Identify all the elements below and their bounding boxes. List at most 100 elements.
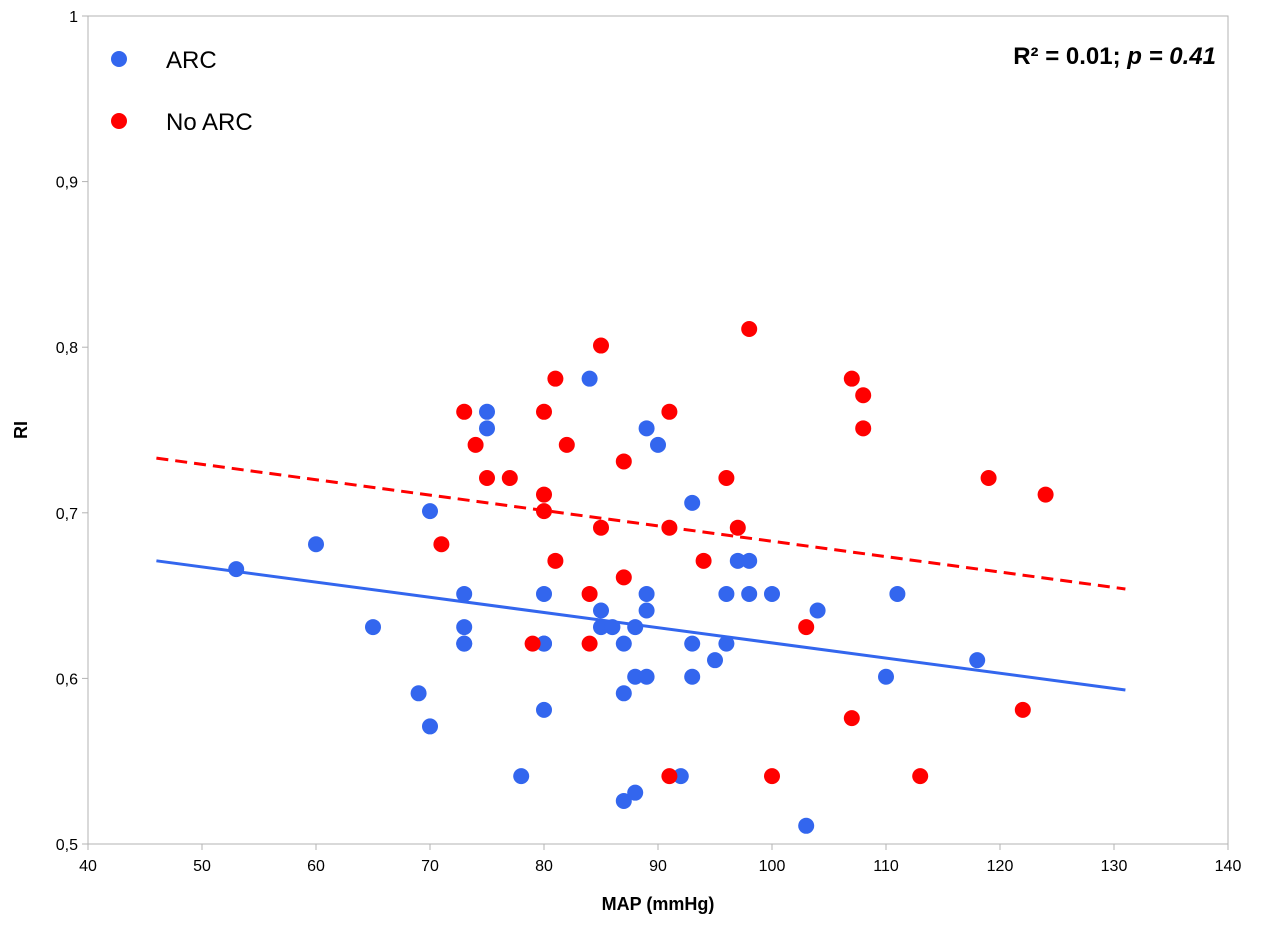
data-point-arc (650, 436, 666, 453)
data-point-no-arc (741, 320, 758, 337)
data-point-no-arc (456, 403, 473, 420)
data-point-arc (741, 585, 758, 602)
data-point-no-arc (729, 519, 746, 536)
data-point-no-arc (855, 420, 872, 437)
data-point-arc (228, 561, 245, 578)
data-point-arc (638, 585, 655, 602)
data-point-no-arc (558, 436, 575, 453)
x-tick-label: 140 (1215, 858, 1242, 875)
data-point-no-arc (1037, 486, 1054, 503)
y-axis-ticks: 0,5 0,6 0,7 0,8 0,9 1 (56, 9, 88, 854)
y-axis-title: RI (11, 421, 31, 439)
data-point-no-arc (536, 486, 552, 503)
data-point-arc (741, 552, 758, 569)
data-point-arc (878, 668, 894, 685)
data-point-no-arc (501, 470, 518, 487)
x-tick-label: 60 (307, 858, 325, 875)
data-point-no-arc (547, 370, 564, 387)
data-point-arc (638, 668, 655, 685)
y-tick-label: 0,6 (56, 671, 78, 688)
data-point-no-arc (1014, 701, 1031, 718)
data-point-no-arc (661, 403, 678, 420)
x-tick-label: 50 (193, 858, 211, 875)
data-point-arc (365, 619, 381, 636)
data-point-arc (969, 652, 986, 669)
data-point-no-arc (615, 453, 632, 470)
data-point-arc (422, 718, 438, 735)
data-point-arc (615, 635, 632, 652)
data-point-arc (581, 370, 598, 387)
data-point-arc (627, 668, 644, 685)
legend-label-arc: ARC (166, 47, 217, 74)
data-point-arc (684, 635, 701, 652)
data-point-no-arc (661, 768, 678, 785)
data-point-no-arc (695, 552, 712, 569)
data-point-no-arc (536, 403, 552, 420)
data-point-no-arc (764, 768, 780, 785)
data-point-arc (764, 585, 780, 602)
data-point-arc (479, 403, 495, 420)
y-tick-label: 1 (69, 9, 78, 26)
data-point-arc (809, 602, 826, 619)
data-point-arc (593, 619, 609, 636)
data-point-arc (638, 602, 655, 619)
x-tick-label: 130 (1101, 858, 1128, 875)
data-point-arc (627, 619, 644, 636)
data-point-arc (615, 792, 632, 809)
trendline-no-arc (156, 456, 1126, 591)
data-point-no-arc (581, 635, 598, 652)
legend-marker-arc (111, 51, 127, 67)
x-tick-label: 120 (987, 858, 1014, 875)
data-point-no-arc (980, 470, 997, 487)
data-point-no-arc (467, 436, 484, 453)
data-point-arc (684, 494, 701, 511)
data-point-arc (672, 768, 689, 785)
data-point-no-arc (718, 470, 735, 487)
data-point-arc (684, 668, 701, 685)
x-axis-title: MAP (mmHg) (602, 894, 715, 914)
x-tick-label: 90 (649, 858, 667, 875)
data-point-arc (308, 536, 324, 553)
data-point-arc (536, 635, 552, 652)
data-point-no-arc (661, 519, 678, 536)
x-tick-label: 110 (873, 858, 899, 875)
x-tick-label: 40 (79, 858, 97, 875)
y-tick-label: 0,5 (56, 837, 78, 854)
data-point-arc (798, 817, 815, 834)
data-point-arc (604, 619, 621, 636)
data-point-arc (410, 685, 427, 702)
data-point-arc (456, 619, 473, 636)
y-tick-label: 0,8 (56, 340, 78, 357)
data-point-no-arc (524, 635, 541, 652)
data-point-arc (479, 420, 495, 437)
legend-marker-no-arc (111, 113, 127, 129)
data-point-no-arc (615, 569, 632, 586)
data-point-arc (456, 635, 473, 652)
data-point-no-arc (798, 619, 815, 636)
data-point-arc (707, 652, 723, 669)
data-point-arc (718, 585, 735, 602)
data-point-no-arc (581, 585, 598, 602)
x-axis-ticks: 40 50 60 70 80 90 100 110 120 130 140 (79, 844, 1241, 875)
data-point-no-arc (843, 370, 860, 387)
data-point-no-arc (479, 470, 495, 487)
data-point-arc (889, 585, 906, 602)
y-tick-label: 0,7 (56, 506, 78, 523)
data-point-arc (513, 768, 530, 785)
x-tick-label: 100 (759, 858, 786, 875)
stats-r2: R² = 0.01; (1013, 43, 1127, 70)
data-points (228, 320, 1054, 834)
stats-annotation: R² = 0.01; p = 0.41 (1013, 43, 1216, 70)
data-point-arc (729, 552, 746, 569)
stats-p-value: p = 0.41 (1126, 43, 1216, 70)
data-point-no-arc (855, 387, 872, 404)
data-point-no-arc (547, 552, 564, 569)
data-point-arc (536, 585, 552, 602)
data-point-no-arc (912, 768, 929, 785)
legend-label-no-arc: No ARC (166, 109, 253, 136)
data-point-arc (593, 602, 609, 619)
y-tick-label: 0,9 (56, 175, 78, 192)
data-point-no-arc (433, 536, 450, 553)
data-point-arc (627, 784, 644, 801)
